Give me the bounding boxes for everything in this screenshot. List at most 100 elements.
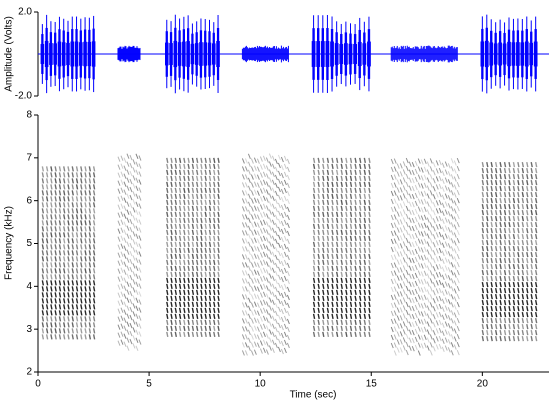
pulse <box>166 187 169 193</box>
noise <box>120 171 124 177</box>
pulse <box>521 293 525 300</box>
noise <box>241 302 245 308</box>
pulse <box>67 274 70 280</box>
noise <box>444 241 448 247</box>
noise <box>426 337 430 343</box>
pulse <box>195 289 199 295</box>
noise <box>405 157 409 164</box>
noise <box>123 277 127 283</box>
pulse <box>166 307 169 313</box>
pulse <box>340 277 343 283</box>
pulse <box>363 175 367 181</box>
noise <box>426 177 430 183</box>
pulse <box>80 304 83 310</box>
pulse <box>54 322 57 328</box>
pulse <box>54 256 57 262</box>
pulse <box>517 281 520 288</box>
pulse <box>208 295 212 301</box>
pulse <box>191 229 195 235</box>
noise <box>444 297 448 303</box>
noise <box>135 289 139 295</box>
pulse <box>486 233 489 240</box>
pulse <box>521 197 525 204</box>
noise <box>241 254 245 260</box>
noise <box>123 173 127 179</box>
noise <box>247 337 251 343</box>
x-tick-label: 15 <box>366 379 378 390</box>
noise <box>265 309 269 315</box>
noise <box>456 197 460 204</box>
pulse <box>45 274 49 280</box>
noise <box>268 297 272 303</box>
noise <box>259 228 263 234</box>
pulse <box>187 211 190 217</box>
pulse <box>71 166 74 172</box>
pulse <box>166 313 169 319</box>
pulse <box>204 175 207 181</box>
pulse <box>526 335 529 342</box>
noise <box>429 238 433 244</box>
pulse <box>499 215 502 222</box>
noise <box>286 166 290 173</box>
pulse <box>88 178 92 184</box>
pulse <box>170 193 173 199</box>
pulse <box>80 202 83 208</box>
noise <box>414 272 418 279</box>
pulse <box>326 265 330 271</box>
noise <box>444 169 448 175</box>
pulse <box>41 316 45 322</box>
pulse <box>208 331 212 337</box>
noise <box>120 235 124 241</box>
pulse <box>71 304 74 310</box>
noise <box>268 273 272 279</box>
pulse <box>363 259 367 265</box>
pulse <box>200 259 203 265</box>
pulse <box>363 331 367 337</box>
pulse <box>322 289 325 295</box>
pulse <box>317 271 320 277</box>
noise <box>393 206 397 212</box>
noise <box>126 201 130 207</box>
pulse <box>335 325 339 331</box>
noise <box>423 182 427 189</box>
noise <box>268 153 272 159</box>
pulse <box>183 295 186 301</box>
pulse <box>526 257 529 264</box>
noise <box>450 310 454 316</box>
pulse <box>503 293 507 300</box>
noise <box>456 325 460 332</box>
pulse <box>490 287 493 294</box>
pulse <box>326 193 330 199</box>
noise <box>405 277 409 284</box>
noise <box>283 171 287 178</box>
noise <box>444 217 448 223</box>
pulse <box>58 232 62 238</box>
noise <box>411 281 415 288</box>
noise <box>126 169 130 175</box>
noise <box>444 345 448 351</box>
noise <box>432 170 436 176</box>
pulse <box>88 250 92 256</box>
pulse <box>530 173 533 180</box>
pulse <box>208 277 212 283</box>
pulse <box>486 221 489 228</box>
pulse <box>88 268 92 274</box>
pulse <box>322 307 325 313</box>
noise <box>402 193 406 199</box>
pulse <box>486 251 489 258</box>
pulse <box>41 202 45 208</box>
pulse <box>213 169 216 175</box>
noise <box>393 230 397 236</box>
pulse <box>80 208 83 214</box>
pulse <box>174 193 178 199</box>
pulse <box>54 172 57 178</box>
pulse <box>195 265 199 271</box>
noise <box>253 301 257 307</box>
pulse <box>335 205 339 211</box>
pulse <box>499 287 502 294</box>
pulse <box>71 178 74 184</box>
pulse <box>530 257 533 264</box>
noise <box>390 254 394 261</box>
pulse <box>170 295 173 301</box>
pulse <box>490 209 493 216</box>
